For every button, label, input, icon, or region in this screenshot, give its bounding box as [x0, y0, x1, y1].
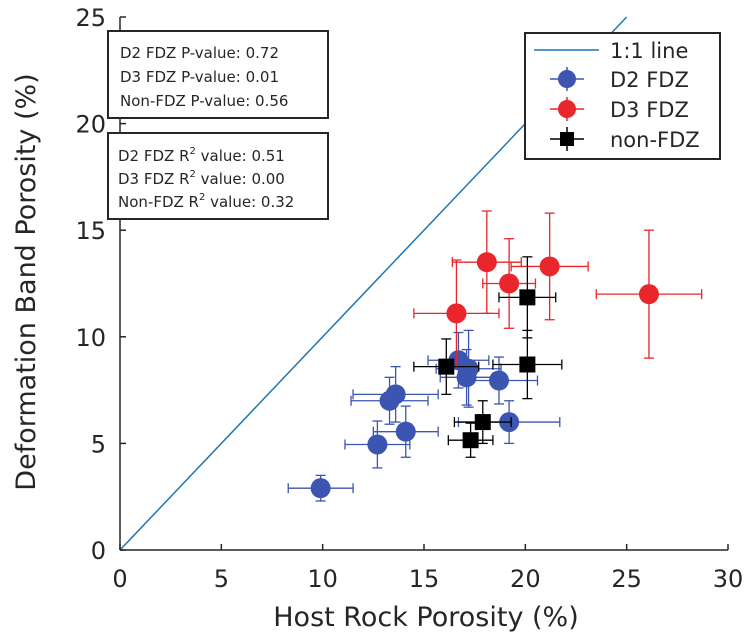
x-tick-label: 15 — [409, 565, 440, 593]
y-axis-label: Deformation Band Porosity (%) — [11, 73, 42, 490]
data-point-d3-fdz — [638, 284, 659, 305]
r2-annotation-box: D2 FDZ R2 value: 0.51 D3 FDZ R2 value: 0… — [107, 132, 329, 220]
y-tick-label: 25 — [75, 4, 106, 32]
legend-marker-non-fdz — [560, 132, 574, 146]
legend-label-non-fdz: non-FDZ — [610, 128, 700, 152]
data-point-d2-fdz — [385, 384, 406, 405]
legend-item-d2-fdz: D2 FDZ — [550, 67, 689, 92]
data-point-d3-fdz — [476, 252, 497, 273]
pvalue-line-d3: D3 FDZ P-value: 0.01 — [120, 68, 279, 86]
data-point-d3-fdz — [499, 273, 520, 294]
pvalue-annotation-box: D2 FDZ P-value: 0.72 D3 FDZ P-value: 0.0… — [107, 30, 329, 119]
pvalue-line-d2: D2 FDZ P-value: 0.72 — [120, 44, 279, 62]
y-tick-label: 0 — [91, 537, 106, 565]
data-point-non-fdz — [474, 414, 491, 431]
series-non-fdz — [413, 256, 563, 458]
data-point-d3-fdz — [446, 303, 467, 324]
r2-line-nonfdz: Non-FDZ R2 value: 0.32 — [118, 192, 294, 211]
legend: 1:1 line D2 FDZ D3 FDZ non-FDZ — [524, 32, 721, 160]
legend-label-1-1-line: 1:1 line — [610, 39, 688, 63]
axes: 0 5 10 15 20 25 30 0 5 10 15 20 25 — [75, 4, 743, 593]
x-tick-label: 5 — [214, 565, 229, 593]
series-d3-fdz — [413, 210, 703, 368]
legend-label-d3-fdz: D3 FDZ — [610, 98, 689, 122]
y-tick-label: 10 — [75, 324, 106, 352]
r2-line-d3: D3 FDZ R2 value: 0.00 — [118, 169, 285, 188]
legend-label-d2-fdz: D2 FDZ — [610, 68, 689, 92]
y-tick-label: 15 — [75, 217, 106, 245]
series-d2-fdz — [287, 329, 561, 502]
y-tick-label: 5 — [91, 430, 106, 458]
data-point-non-fdz — [519, 289, 536, 306]
legend-item-1-1-line: 1:1 line — [534, 39, 688, 63]
data-point-d2-fdz — [395, 421, 416, 442]
r2-line-d2: D2 FDZ R2 value: 0.51 — [118, 146, 285, 165]
data-point-d2-fdz — [367, 434, 388, 455]
x-tick-label: 20 — [510, 565, 541, 593]
legend-marker-d2-fdz — [558, 70, 576, 88]
x-tick-label: 25 — [611, 565, 642, 593]
data-point-d3-fdz — [539, 256, 560, 277]
data-marks — [119, 16, 703, 551]
data-point-d2-fdz — [488, 370, 509, 391]
x-tick-label: 0 — [112, 565, 127, 593]
x-axis-label: Host Rock Porosity (%) — [273, 602, 579, 633]
legend-marker-d3-fdz — [558, 100, 576, 118]
y-tick-label: 20 — [75, 111, 106, 139]
data-point-d2-fdz — [310, 478, 331, 499]
data-point-non-fdz — [519, 356, 536, 373]
data-point-d2-fdz — [456, 367, 477, 388]
data-point-non-fdz — [462, 432, 479, 449]
x-tick-label: 30 — [713, 565, 744, 593]
legend-item-d3-fdz: D3 FDZ — [550, 97, 689, 122]
legend-item-non-fdz: non-FDZ — [550, 127, 700, 152]
pvalue-line-nonfdz: Non-FDZ P-value: 0.56 — [120, 92, 288, 110]
x-tick-label: 10 — [307, 565, 338, 593]
data-point-non-fdz — [438, 358, 455, 375]
legend-box — [524, 32, 721, 160]
